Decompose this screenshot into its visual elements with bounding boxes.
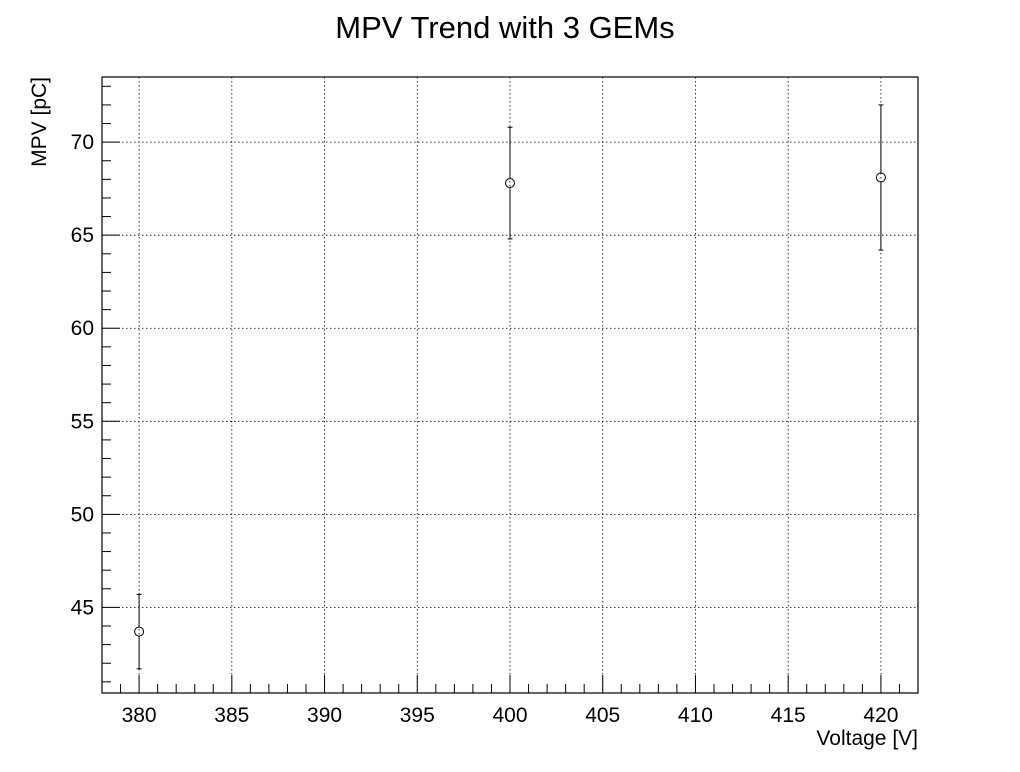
tick-labels: 380 385 390 395 400 405 410 415 420 45 50 55 60 65 70 (71, 131, 899, 727)
y-tick-label: 45 (71, 596, 94, 619)
x-tick-label: 400 (492, 704, 527, 727)
x-tick-label: 385 (214, 704, 249, 727)
x-tick-label: 405 (585, 704, 620, 727)
data-point-marker (134, 626, 145, 637)
y-tick-label: 55 (71, 410, 94, 433)
x-tick-label: 395 (400, 704, 435, 727)
data-points (134, 104, 886, 670)
y-tick-label: 70 (71, 131, 94, 154)
x-tick-label: 390 (307, 704, 342, 727)
data-point-marker (875, 172, 886, 183)
data-point-marker (505, 178, 515, 189)
chart-title: MPV Trend with 3 GEMs (335, 10, 674, 45)
x-tick-label: 410 (678, 704, 713, 727)
axis-ticks (101, 85, 919, 693)
y-tick-label: 60 (71, 317, 94, 340)
x-tick-label: 380 (122, 704, 157, 727)
x-axis-label: Voltage [V] (816, 727, 918, 750)
x-tick-label: 415 (771, 704, 806, 727)
x-tick-label: 420 (863, 704, 898, 727)
y-axis-label: MPV [pC] (28, 77, 51, 167)
y-tick-label: 65 (71, 224, 94, 247)
y-tick-label: 50 (71, 503, 94, 526)
